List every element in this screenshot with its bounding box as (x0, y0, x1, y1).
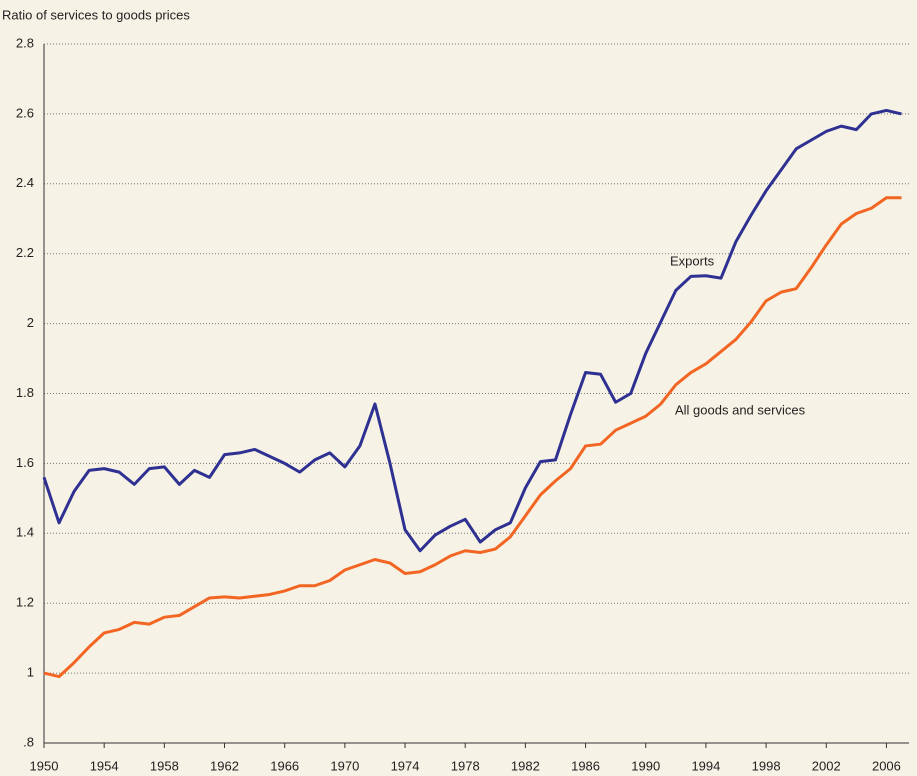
y-tick-label: 1.2 (16, 595, 34, 610)
x-tick-label: 1982 (511, 758, 540, 773)
x-tick-label: 1970 (330, 758, 359, 773)
x-tick-label: 2002 (812, 758, 841, 773)
x-tick-label: 1990 (631, 758, 660, 773)
y-tick-label: 2.2 (16, 245, 34, 260)
y-tick-label: .8 (23, 734, 34, 749)
x-tick-label: 1994 (691, 758, 720, 773)
y-tick-label: 2.4 (16, 175, 34, 190)
y-tick-label: 2 (27, 315, 34, 330)
y-tick-label: 1.8 (16, 385, 34, 400)
x-tick-label: 1966 (270, 758, 299, 773)
series-line (42, 108, 902, 553)
x-tick-label: 1962 (210, 758, 239, 773)
y-tick-label: 1.4 (16, 525, 34, 540)
x-tick-label: 1954 (90, 758, 119, 773)
y-tick-label: 2.6 (16, 105, 34, 120)
x-tick-label: 1958 (150, 758, 179, 773)
series-annotation: Exports (670, 253, 715, 268)
series-annotation: All goods and services (675, 402, 806, 417)
y-axis-label: Ratio of services to goods prices (2, 7, 190, 22)
x-tick-label: 1950 (30, 758, 59, 773)
y-tick-label: 2.8 (16, 35, 34, 50)
x-tick-label: 1998 (752, 758, 781, 773)
y-tick-label: 1 (27, 665, 34, 680)
x-tick-label: 1974 (391, 758, 420, 773)
series-line (43, 196, 902, 679)
y-tick-label: 1.6 (16, 455, 34, 470)
x-tick-label: 2006 (872, 758, 901, 773)
x-tick-label: 1986 (571, 758, 600, 773)
x-tick-label: 1978 (451, 758, 480, 773)
